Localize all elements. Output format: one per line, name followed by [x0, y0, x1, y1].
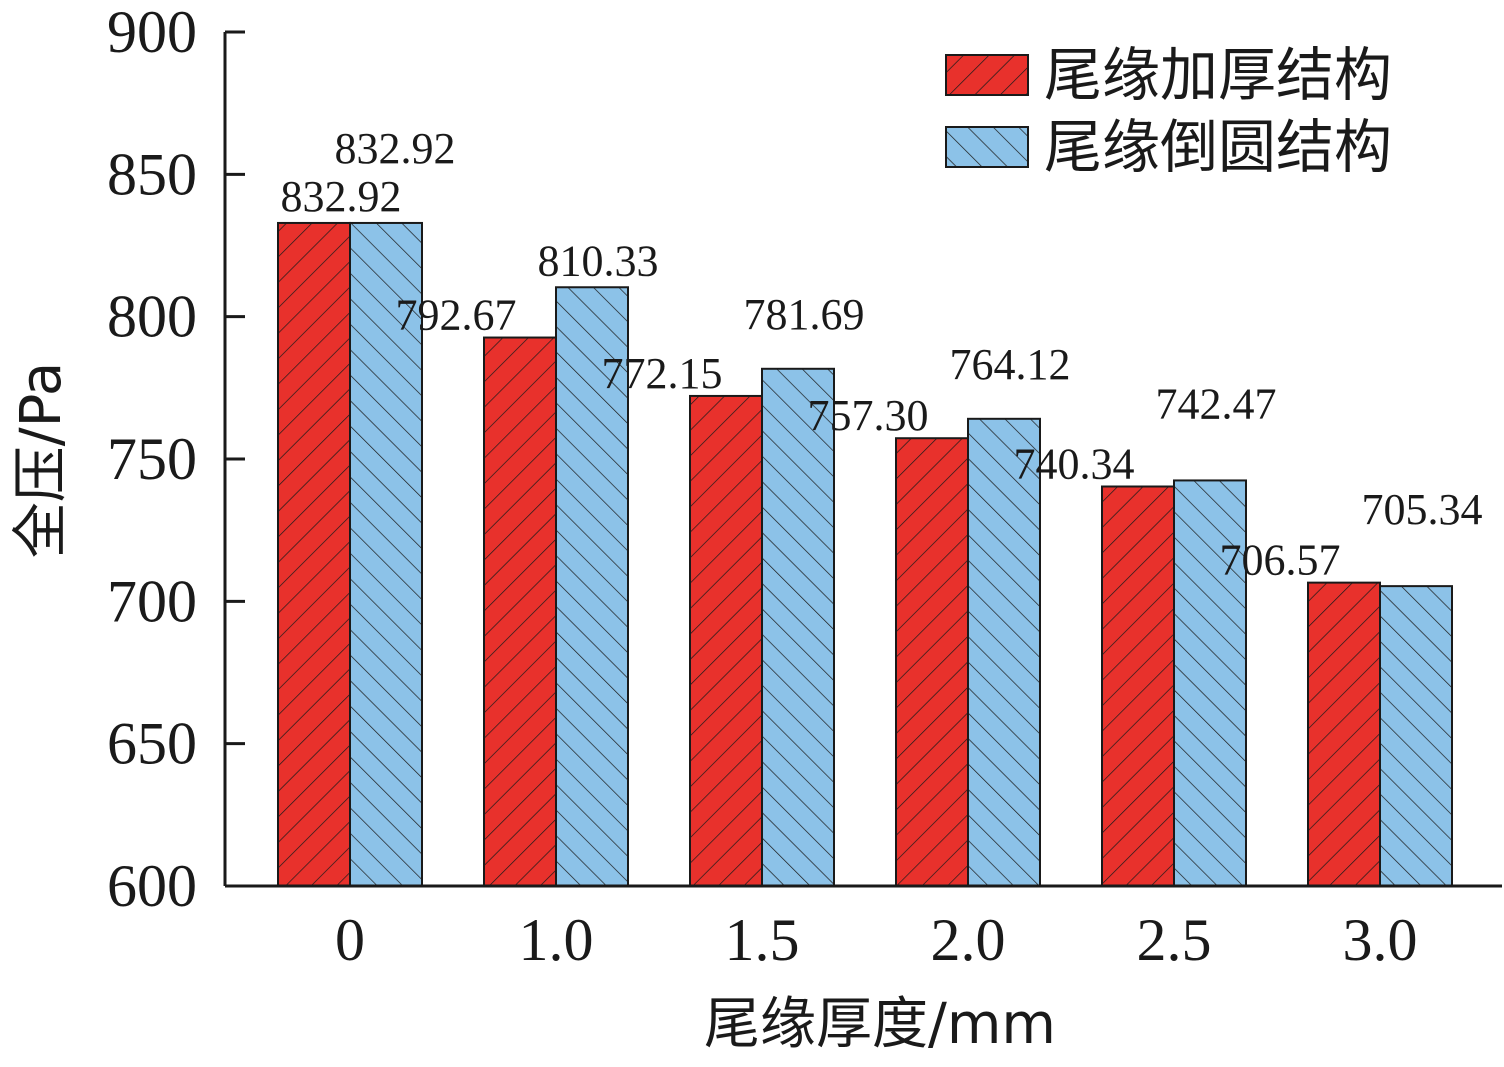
bar-thickened-2 [689, 394, 763, 887]
bars-layer [277, 221, 1453, 888]
legend-label: 尾缘加厚结构 [1044, 41, 1392, 109]
data-label-s0-c5: 706.57 [1220, 536, 1341, 585]
y-tick-label: 600 [107, 853, 197, 919]
bar-hatch [895, 437, 969, 887]
data-label-s0-c1: 792.67 [396, 291, 517, 340]
bar-hatch [689, 394, 763, 887]
bar-rounded-1 [555, 286, 629, 887]
y-tick-label: 800 [107, 284, 197, 350]
bar-hatch [1101, 485, 1175, 887]
bar-hatch [1307, 581, 1381, 887]
axes-layer: 600 650 700 750 800 850 900 0 1.0 1.5 2.0 2.5 3.0 [107, 0, 1502, 973]
legend-swatch [945, 54, 1029, 96]
bar-hatch [761, 367, 835, 887]
bar-hatch [349, 221, 423, 887]
data-label-s1-c5: 705.34 [1362, 485, 1483, 534]
bar-rounded-0 [349, 221, 423, 887]
legend-swatch [945, 126, 1029, 168]
y-tick-label: 750 [107, 426, 197, 492]
bar-rounded-5 [1379, 585, 1453, 887]
bar-hatch [555, 286, 629, 887]
data-label-s1-c0: 832.92 [335, 124, 456, 173]
data-label-s0-c0: 832.92 [281, 172, 402, 221]
legend-label: 尾缘倒圆结构 [1044, 113, 1392, 181]
bar-thickened-4 [1101, 485, 1175, 887]
data-label-s1-c3: 764.12 [950, 340, 1071, 389]
x-axis-title: 尾缘厚度/mm [704, 992, 1056, 1057]
data-label-s0-c2: 772.15 [602, 349, 723, 398]
y-axis-title: 全压/Pa [9, 362, 74, 558]
bar-hatch [967, 417, 1041, 887]
x-tick-label: 0 [335, 907, 365, 973]
data-label-s0-c3: 757.30 [808, 391, 929, 440]
bar-hatch [483, 336, 557, 888]
x-tick-label: 2.0 [931, 907, 1006, 973]
y-tick-label: 900 [107, 0, 197, 65]
data-label-s0-c4: 740.34 [1014, 439, 1135, 488]
data-label-s1-c1: 810.33 [538, 236, 659, 285]
legend-item-1: 尾缘倒圆结构 [945, 113, 1392, 181]
bar-rounded-4 [1173, 479, 1247, 887]
x-tick-label: 1.0 [519, 907, 594, 973]
bar-thickened-3 [895, 437, 969, 887]
y-tick-label: 700 [107, 568, 197, 634]
bar-rounded-3 [967, 417, 1041, 887]
x-tick-label: 2.5 [1137, 907, 1212, 973]
x-tick-label: 1.5 [725, 907, 800, 973]
data-labels-layer: 832.92 792.67 772.15 757.30 740.34 706.57 832.… [281, 124, 1483, 585]
y-tick-label: 650 [107, 711, 197, 777]
bar-thickened-1 [483, 336, 557, 888]
data-label-s1-c2: 781.69 [744, 290, 865, 339]
bar-thickened-5 [1307, 581, 1381, 887]
bar-hatch [1173, 479, 1247, 887]
bar-hatch [277, 221, 351, 887]
bar-rounded-2 [761, 367, 835, 887]
bar-hatch [1379, 585, 1453, 887]
y-tick-label: 850 [107, 141, 197, 207]
data-label-s1-c4: 742.47 [1156, 379, 1277, 428]
legend-item-0: 尾缘加厚结构 [945, 41, 1392, 109]
x-tick-label: 3.0 [1343, 907, 1418, 973]
bar-thickened-0 [277, 221, 351, 887]
